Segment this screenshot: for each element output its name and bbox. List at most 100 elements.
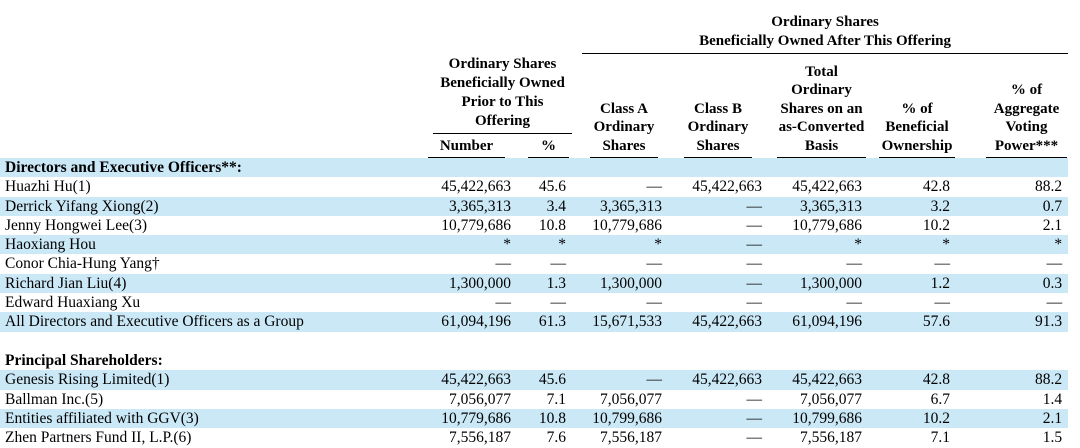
value-cell: 10,799,686 bbox=[592, 409, 662, 427]
table-row: Haoxiang Hou * * * — * * * bbox=[0, 235, 1069, 255]
value-cell: * bbox=[942, 236, 950, 254]
value-cell: 57.6 bbox=[922, 313, 950, 331]
shareholder-name-cell: Zhen Partners Fund II, L.P.(6) bbox=[5, 429, 192, 447]
value-cell: — bbox=[550, 294, 567, 312]
column-header-pct-beneficial: % of Beneficial Ownership bbox=[868, 54, 956, 158]
column-header-number: Number bbox=[425, 134, 517, 158]
value-cell: 0.3 bbox=[1042, 274, 1063, 292]
header-spacer bbox=[0, 0, 425, 54]
value-cell: — bbox=[934, 294, 951, 312]
value-cell: — bbox=[846, 294, 863, 312]
shareholder-name-cell: Conor Chia-Hung Yang† bbox=[5, 255, 160, 273]
value-cell: 15,671,533 bbox=[592, 313, 662, 331]
value-cell: * bbox=[558, 236, 566, 254]
column-header-total-converted: Total Ordinary Shares on an as-Converted… bbox=[768, 54, 868, 158]
value-cell: 7,056,077 bbox=[449, 390, 511, 408]
column-header-class-b: Class B Ordinary Shares bbox=[668, 54, 768, 158]
shareholder-name-cell: Huazhi Hu(1) bbox=[5, 178, 91, 196]
value-cell: — bbox=[746, 429, 763, 447]
header-spacer bbox=[425, 0, 572, 54]
value-cell: 3,365,313 bbox=[600, 197, 662, 215]
value-cell: 10.2 bbox=[922, 216, 950, 234]
value-cell: 45,422,663 bbox=[692, 178, 762, 196]
section-title: Directors and Executive Officers**: bbox=[5, 159, 242, 176]
value-cell: * bbox=[854, 236, 862, 254]
header-row-top: Ordinary Shares Beneficially Owned After… bbox=[0, 0, 1069, 54]
value-cell: 7.6 bbox=[546, 429, 566, 447]
value-cell: 88.2 bbox=[1034, 178, 1063, 196]
value-cell: 45,422,663 bbox=[692, 313, 762, 331]
shareholder-name-cell: Richard Jian Liu(4) bbox=[5, 274, 127, 292]
value-cell: — bbox=[934, 255, 951, 273]
column-header-pct-prior: % bbox=[517, 134, 572, 158]
shareholder-name-cell: Entities affiliated with GGV(3) bbox=[5, 409, 199, 427]
value-cell: 6.7 bbox=[930, 390, 950, 408]
table-body: Directors and Executive Officers**: Huaz… bbox=[0, 158, 1069, 447]
header-row-groups: Ordinary Shares Beneficially Owned Prior… bbox=[0, 54, 1068, 158]
value-cell: — bbox=[646, 255, 663, 273]
section-title-filler bbox=[425, 158, 1068, 177]
after-offering-group-cell: Ordinary Shares Beneficially Owned After… bbox=[572, 0, 1069, 54]
value-cell: — bbox=[1046, 255, 1063, 273]
value-cell: 1.2 bbox=[930, 274, 950, 292]
shareholder-name-cell: All Directors and Executive Officers as … bbox=[5, 313, 304, 331]
column-header-pct-voting: % of Aggregate Voting Power*** bbox=[956, 54, 1068, 158]
value-cell: 1.3 bbox=[546, 274, 566, 292]
value-cell: — bbox=[746, 294, 763, 312]
value-cell: 1,300,000 bbox=[800, 274, 862, 292]
value-cell: 7,556,187 bbox=[600, 429, 662, 447]
value-cell: 10.2 bbox=[922, 409, 950, 427]
section-title: Principal Shareholders: bbox=[5, 351, 163, 369]
header-spacer bbox=[0, 54, 425, 134]
table-header: Ordinary Shares Beneficially Owned After… bbox=[0, 0, 1069, 158]
shareholder-name-cell: Jenny Hongwei Lee(3) bbox=[5, 216, 148, 234]
value-cell: 10,779,686 bbox=[441, 216, 511, 234]
value-cell: 0.7 bbox=[1042, 197, 1063, 215]
shareholder-name-cell: Derrick Yifang Xiong(2) bbox=[5, 197, 159, 215]
value-cell: — bbox=[746, 274, 763, 292]
value-cell: 61.3 bbox=[538, 313, 566, 331]
value-cell: 3,365,313 bbox=[800, 197, 862, 215]
value-cell: — bbox=[746, 409, 763, 427]
value-cell: — bbox=[646, 178, 663, 196]
value-cell: 10.8 bbox=[538, 409, 566, 427]
value-cell: — bbox=[746, 216, 763, 234]
section-title-row: Principal Shareholders: bbox=[0, 351, 1068, 370]
after-offering-group-title: Ordinary Shares Beneficially Owned After… bbox=[582, 7, 1069, 54]
value-cell: — bbox=[846, 255, 863, 273]
value-cell: 2.1 bbox=[1042, 409, 1063, 427]
value-cell: — bbox=[495, 255, 512, 273]
table-row: Conor Chia-Hung Yang† — — — — — — — bbox=[0, 254, 1068, 273]
value-cell: — bbox=[646, 294, 663, 312]
table-row: Entities affiliated with GGV(3) 10,779,6… bbox=[0, 408, 1069, 429]
section-title-filler bbox=[425, 351, 1068, 370]
value-cell: 10.8 bbox=[538, 216, 566, 234]
value-cell: * bbox=[1054, 236, 1063, 254]
value-cell: 45,422,663 bbox=[692, 371, 762, 389]
value-cell: 7,056,077 bbox=[800, 390, 862, 408]
shareholder-name-cell: Genesis Rising Limited(1) bbox=[5, 371, 170, 389]
value-cell: * bbox=[654, 236, 662, 254]
table-row: Huazhi Hu(1) 45,422,663 45.6 — 45,422,66… bbox=[0, 177, 1068, 196]
value-cell: 1.5 bbox=[1042, 429, 1063, 447]
value-cell: 45.6 bbox=[538, 178, 566, 196]
value-cell: 10,779,686 bbox=[441, 409, 511, 427]
value-cell: 10,779,686 bbox=[792, 216, 862, 234]
value-cell: 7,556,187 bbox=[449, 429, 511, 447]
section-gap bbox=[0, 332, 1068, 351]
value-cell: 2.1 bbox=[1042, 216, 1063, 234]
value-cell: 1,300,000 bbox=[449, 274, 511, 292]
prior-offering-group-cell: Ordinary Shares Beneficially Owned Prior… bbox=[425, 54, 572, 134]
column-header-class-a: Class A Ordinary Shares bbox=[572, 54, 668, 158]
value-cell: — bbox=[1046, 294, 1063, 312]
value-cell: 10,779,686 bbox=[592, 216, 662, 234]
value-cell: 3,365,313 bbox=[449, 197, 511, 215]
value-cell: 7.1 bbox=[546, 390, 566, 408]
value-cell: 91.3 bbox=[1034, 313, 1063, 331]
shareholder-name-cell: Edward Huaxiang Xu bbox=[5, 294, 141, 312]
value-cell: 61,094,196 bbox=[792, 313, 862, 331]
prior-offering-group-title: Ordinary Shares Beneficially Owned Prior… bbox=[433, 55, 572, 134]
table-row: Derrick Yifang Xiong(2) 3,365,313 3.4 3,… bbox=[0, 196, 1069, 216]
value-cell: — bbox=[746, 197, 763, 215]
